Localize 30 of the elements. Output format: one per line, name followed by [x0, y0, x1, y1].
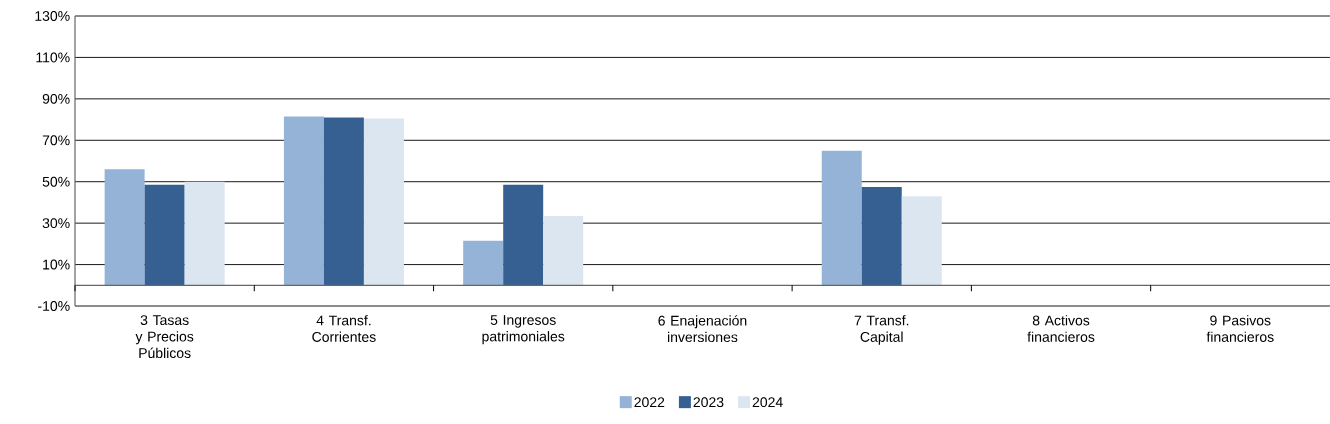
bar: [503, 184, 544, 286]
bar: [104, 169, 145, 286]
bar: [861, 186, 902, 286]
x-tick-label: 8 Activos financieros: [1027, 315, 1095, 342]
x-tick-label: 5 Ingresos patrimoniales: [482, 315, 565, 345]
bar: [463, 240, 504, 286]
bar: [283, 116, 324, 286]
x-tick-label: 4 Transf. Corrientes: [312, 315, 376, 342]
bar: [363, 118, 404, 286]
y-tick-label: 130%: [35, 11, 70, 21]
y-tick-label: 30%: [42, 218, 70, 229]
bar: [821, 150, 862, 286]
y-tick-label: 110%: [36, 52, 70, 63]
bar: [543, 215, 584, 286]
y-tick-label: 90%: [42, 93, 70, 104]
x-tick-label: 6 Enajenación inversiones: [658, 315, 747, 343]
x-tick-label: 3 Tasas y Precios Públicos: [135, 315, 194, 359]
legend-label: 2024: [752, 397, 783, 408]
bar: [144, 184, 185, 286]
legend-label: 2023: [693, 397, 724, 408]
x-tick-label: 7 Transf. Capital: [854, 315, 909, 345]
y-tick-label: 50%: [42, 176, 70, 187]
legend-label: 2022: [634, 397, 665, 408]
bar: [901, 196, 942, 286]
bar: [184, 181, 225, 286]
bar: [323, 117, 364, 286]
y-tick-label: 10%: [43, 259, 70, 270]
y-tick-label: 70%: [42, 135, 70, 146]
y-tick-label: -10%: [38, 301, 70, 311]
x-tick-label: 9 Pasivos financieros: [1206, 315, 1274, 342]
